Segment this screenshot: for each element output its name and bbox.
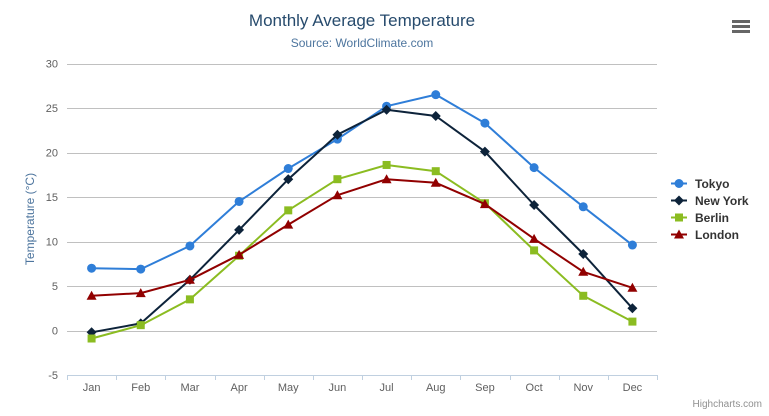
point-berlin-oct[interactable] bbox=[530, 246, 539, 255]
legend-label: New York bbox=[695, 193, 749, 208]
series-london bbox=[86, 174, 638, 300]
legend-item-london[interactable]: London bbox=[671, 226, 749, 243]
point-new-york-sep[interactable] bbox=[479, 146, 490, 157]
y-tick-label: 10 bbox=[46, 237, 58, 249]
legend-marker-london-icon bbox=[671, 229, 687, 239]
y-tick-label: 20 bbox=[46, 148, 58, 160]
legend-label: London bbox=[695, 227, 739, 242]
legend-marker-tokyo-icon bbox=[671, 179, 687, 188]
x-tick-label: Mar bbox=[180, 382, 199, 394]
point-berlin-jul[interactable] bbox=[382, 160, 391, 169]
x-tick-label: Jun bbox=[329, 382, 347, 394]
point-berlin-jan[interactable] bbox=[87, 334, 96, 343]
point-new-york-may[interactable] bbox=[283, 174, 294, 185]
y-tick-label: 5 bbox=[52, 281, 58, 293]
point-london-aug[interactable] bbox=[430, 177, 441, 187]
point-london-may[interactable] bbox=[283, 219, 294, 229]
point-tokyo-dec[interactable] bbox=[627, 240, 637, 250]
legend-item-tokyo[interactable]: Tokyo bbox=[671, 175, 749, 192]
legend-marker-new-york-icon bbox=[671, 195, 687, 206]
point-london-jul[interactable] bbox=[381, 174, 392, 184]
point-new-york-nov[interactable] bbox=[578, 248, 589, 259]
point-berlin-feb[interactable] bbox=[136, 321, 145, 330]
point-berlin-mar[interactable] bbox=[185, 295, 194, 304]
point-london-dec[interactable] bbox=[627, 282, 638, 292]
point-london-nov[interactable] bbox=[578, 266, 589, 276]
y-tick-label: 25 bbox=[46, 103, 58, 115]
series-tokyo bbox=[87, 90, 637, 274]
legend-symbol-new-york[interactable] bbox=[674, 195, 684, 206]
chart-subtitle: Source: WorldClimate.com bbox=[290, 36, 434, 50]
legend-symbol-berlin[interactable] bbox=[675, 213, 683, 222]
series-new-york bbox=[86, 104, 638, 338]
point-new-york-oct[interactable] bbox=[529, 200, 540, 211]
x-tick-label: Oct bbox=[526, 382, 543, 394]
chart-title: Monthly Average Temperature bbox=[248, 11, 476, 30]
legend-marker-berlin-icon bbox=[671, 213, 687, 222]
point-tokyo-jan[interactable] bbox=[87, 263, 97, 273]
legend-symbol-london[interactable] bbox=[674, 229, 684, 239]
point-tokyo-oct[interactable] bbox=[529, 163, 539, 173]
hamburger-icon bbox=[732, 25, 750, 28]
hamburger-icon bbox=[732, 20, 750, 23]
point-tokyo-mar[interactable] bbox=[185, 241, 195, 251]
point-berlin-jun[interactable] bbox=[333, 175, 342, 184]
x-tick-label: Apr bbox=[231, 382, 248, 394]
legend-item-berlin[interactable]: Berlin bbox=[671, 209, 749, 226]
x-tick-label: Jul bbox=[380, 382, 394, 394]
legend-symbol-tokyo[interactable] bbox=[674, 179, 684, 188]
point-tokyo-apr[interactable] bbox=[234, 196, 244, 206]
x-tick-label: Dec bbox=[623, 382, 643, 394]
point-new-york-jul[interactable] bbox=[381, 104, 392, 115]
export-menu-button[interactable] bbox=[732, 20, 750, 33]
point-berlin-nov[interactable] bbox=[579, 291, 588, 300]
x-tick-label: Feb bbox=[131, 382, 150, 394]
legend-label: Berlin bbox=[695, 210, 730, 225]
hamburger-icon bbox=[732, 30, 750, 33]
point-london-jan[interactable] bbox=[86, 290, 97, 300]
x-tick-label: Jan bbox=[83, 382, 101, 394]
point-london-feb[interactable] bbox=[135, 288, 146, 298]
point-london-mar[interactable] bbox=[184, 274, 195, 284]
legend: Tokyo New York Berlin London bbox=[671, 175, 749, 243]
point-new-york-dec[interactable] bbox=[627, 303, 638, 314]
x-tick-label: May bbox=[278, 382, 299, 394]
point-berlin-dec[interactable] bbox=[628, 317, 637, 326]
series-line-berlin[interactable] bbox=[90, 164, 634, 340]
point-london-apr[interactable] bbox=[234, 249, 245, 259]
point-london-oct[interactable] bbox=[529, 233, 540, 243]
series-line-new-york[interactable] bbox=[90, 108, 634, 334]
point-tokyo-sep[interactable] bbox=[480, 118, 490, 128]
y-tick-label: -5 bbox=[48, 370, 58, 382]
point-london-jun[interactable] bbox=[332, 190, 343, 200]
series-line-london[interactable] bbox=[90, 178, 634, 297]
point-london-sep[interactable] bbox=[479, 199, 490, 209]
point-tokyo-nov[interactable] bbox=[578, 202, 588, 212]
point-new-york-jun[interactable] bbox=[332, 129, 343, 140]
point-tokyo-feb[interactable] bbox=[136, 264, 146, 274]
x-tick-label: Nov bbox=[573, 382, 593, 394]
point-new-york-aug[interactable] bbox=[430, 111, 441, 122]
point-new-york-apr[interactable] bbox=[234, 224, 245, 235]
y-tick-label: 0 bbox=[52, 326, 58, 338]
y-tick-label: 15 bbox=[46, 192, 58, 204]
point-tokyo-may[interactable] bbox=[283, 164, 293, 174]
highcharts-credit[interactable]: Highcharts.com bbox=[692, 399, 762, 410]
legend-item-new-york[interactable]: New York bbox=[671, 192, 749, 209]
x-tick-label: Sep bbox=[475, 382, 495, 394]
point-berlin-may[interactable] bbox=[284, 206, 293, 215]
legend-label: Tokyo bbox=[695, 176, 730, 191]
point-berlin-aug[interactable] bbox=[431, 167, 440, 176]
x-tick-label: Aug bbox=[426, 382, 446, 394]
point-tokyo-aug[interactable] bbox=[431, 90, 441, 100]
y-tick-label: 30 bbox=[46, 59, 58, 71]
